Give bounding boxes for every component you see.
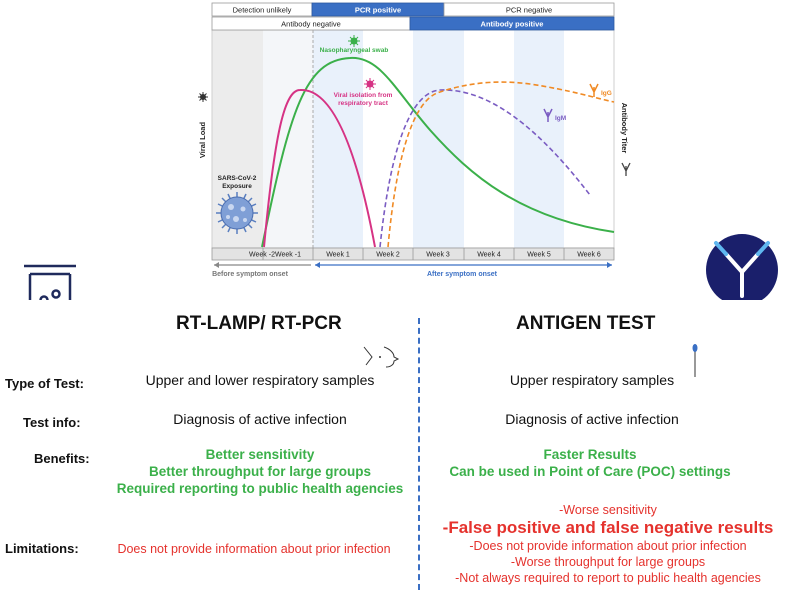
- week-col-7: [564, 30, 614, 248]
- after-onset-arrow: [315, 262, 612, 268]
- limitations-right-list: -Worse sensitivity -False positive and f…: [418, 502, 798, 586]
- benefit-right-item: Can be used in Point of Care (POC) setti…: [449, 464, 731, 479]
- week-label-2: Week 1: [326, 252, 350, 259]
- swab-stick-icon: [692, 344, 698, 377]
- type-right-value: Upper respiratory samples: [509, 372, 675, 388]
- swab-curve-label: Nasopharyngeal swab: [320, 47, 389, 54]
- week-col-6: [514, 30, 564, 248]
- bar-pcr-positive-label: PCR positive: [355, 6, 401, 15]
- antibody-icon-igg: [589, 83, 599, 97]
- exposure-label-1: SARS-CoV-2: [218, 175, 257, 182]
- isolation-curve-label-1: Viral isolation from: [334, 92, 393, 99]
- limitation-right-item: -Worse throughput for large groups: [510, 555, 706, 569]
- virus-icon-green: [348, 35, 360, 47]
- row-label-limitations: Limitations:: [5, 541, 79, 556]
- limitation-right-item: -Does not provide information about prio…: [469, 539, 747, 553]
- bar-antibody-positive-label: Antibody positive: [481, 20, 544, 29]
- week-label-1: Week -1: [275, 252, 301, 259]
- week-label-0: Week -2: [249, 252, 275, 259]
- week-col-5: [464, 30, 514, 248]
- week-label-7: Week 6: [577, 252, 601, 259]
- sars-cov-2-virus-icon: [216, 192, 258, 234]
- benefit-right-item: Faster Results: [543, 447, 637, 462]
- benefit-left-item: Better throughput for large groups: [149, 464, 371, 479]
- virus-icon-dark: [198, 92, 208, 102]
- benefits-left-list: Better sensitivity Better throughput for…: [110, 446, 410, 497]
- igg-curve-label: IgG: [601, 90, 612, 97]
- benefit-left-item: Required reporting to public health agen…: [116, 481, 404, 496]
- benefits-right-list: Faster Results Can be used in Point of C…: [430, 446, 750, 480]
- limitation-right-item-emphasis: -False positive and false negative resul…: [442, 518, 774, 537]
- viral-isolation-curve: [263, 88, 376, 248]
- column-separator: [418, 318, 420, 590]
- benefit-left-item: Better sensitivity: [205, 447, 315, 462]
- after-onset-label: After symptom onset: [427, 271, 498, 278]
- row-label-benefits: Benefits:: [34, 451, 90, 466]
- row-label-type: Type of Test:: [5, 376, 84, 391]
- viral-load-timeline-diagram: Detection unlikely PCR positive PCR nega…: [24, 2, 778, 300]
- week-axis: [262, 248, 565, 260]
- bar-detection-unlikely-label: Detection unlikely: [233, 6, 292, 15]
- week-label-5: Week 4: [477, 252, 501, 259]
- bar-pcr-negative: [443, 2, 615, 17]
- before-onset-label: Before symptom onset: [212, 271, 289, 278]
- limitation-right-item: -Not always required to report to public…: [455, 571, 761, 585]
- week-label-4: Week 3: [426, 252, 450, 259]
- virus-icon-pink: [364, 78, 376, 90]
- bar-pcr-negative-label: PCR negative: [506, 6, 552, 15]
- nasopharyngeal-swab-curve: [261, 56, 615, 248]
- isolation-curve-label-2: respiratory tract: [338, 100, 389, 107]
- y-axis-left-title: Viral Load: [198, 122, 207, 159]
- type-left-value: Upper and lower respiratory samples: [145, 372, 375, 388]
- left-column-title: RT-LAMP/ RT-PCR: [176, 313, 342, 334]
- bar-antibody-positive: [409, 16, 615, 31]
- exposure-label-2: Exposure: [222, 183, 252, 190]
- nasal-swab-face-icon: [363, 346, 400, 368]
- week-col-1: [263, 30, 313, 248]
- limitation-right-item: -Worse sensitivity: [559, 503, 657, 517]
- right-column-title: ANTIGEN TEST: [516, 313, 656, 334]
- week-label-6: Week 5: [527, 252, 551, 259]
- week-col-2: [313, 30, 363, 248]
- igg-curve: [387, 81, 615, 248]
- antibody-icon-titer: [621, 162, 631, 176]
- info-left-value: Diagnosis of active infection: [173, 411, 347, 427]
- week-col-3: [363, 30, 413, 248]
- row-label-info: Test info:: [23, 415, 81, 430]
- before-onset-arrow: [214, 262, 311, 268]
- test-tube-icon: [24, 264, 76, 300]
- info-right-value: Diagnosis of active infection: [505, 411, 679, 427]
- limitation-left-value: Does not provide information about prior…: [117, 542, 391, 556]
- bar-antibody-negative-label: Antibody negative: [281, 20, 341, 29]
- week-label-3: Week 2: [376, 252, 400, 259]
- antibody-icon-igm: [543, 108, 553, 122]
- antibody-logo-icon: [706, 234, 778, 300]
- igm-curve-label: IgM: [555, 115, 566, 122]
- y-axis-right-title: Antibody Titer: [620, 103, 629, 154]
- igm-curve: [379, 89, 591, 248]
